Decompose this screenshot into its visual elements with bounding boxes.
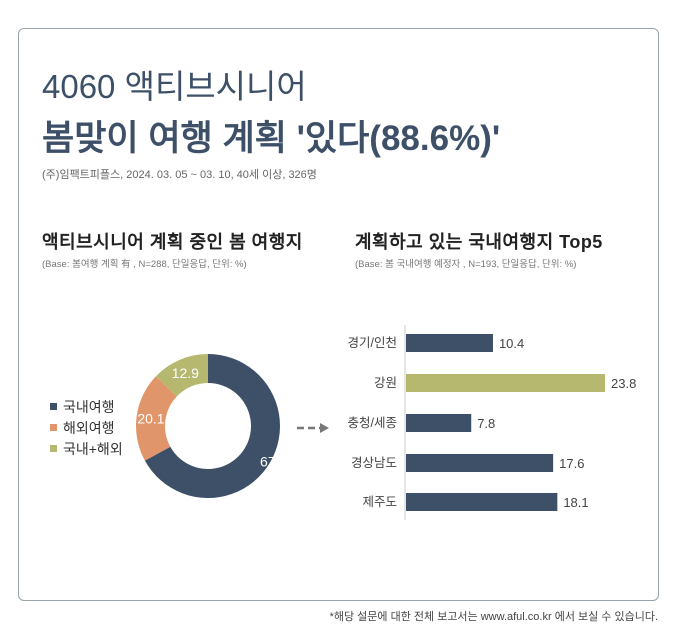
- donut-slice: [144, 354, 280, 498]
- card: [18, 28, 659, 601]
- donut-data-label: 20.1: [137, 411, 164, 427]
- legend-swatch: [50, 424, 57, 431]
- bar-category-label: 충청/세종: [348, 416, 397, 430]
- donut-chart: 67 20.1 12.9: [135, 354, 280, 498]
- legend: 국내여행 해외여행 국내+해외: [50, 396, 123, 459]
- footer-note: *해당 설문에 대한 전체 보고서는 www.aful.co.kr 에서 보실 …: [329, 611, 658, 623]
- bar: [406, 493, 558, 511]
- bar-category-label: 제주도: [362, 495, 397, 509]
- donut-subtitle: (Base: 봄여행 계획 有 , N=288, 단일응답, 단위: %): [42, 259, 247, 270]
- bar-data-label: 17.6: [559, 456, 584, 471]
- donut-slice: [135, 376, 177, 461]
- donut-title: 액티브시니어 계획 중인 봄 여행지: [42, 232, 303, 252]
- arrow-icon: [297, 423, 329, 433]
- bar-category-label: 강원: [374, 376, 397, 390]
- donut-data-label: 12.9: [172, 365, 199, 381]
- legend-swatch: [50, 403, 57, 410]
- bar: [406, 374, 605, 392]
- bar-data-label: 10.4: [499, 336, 524, 351]
- donut-slice: [155, 354, 208, 397]
- legend-swatch: [50, 445, 57, 452]
- title-line2: 봄맞이 여행 계획 '있다(88.6%)': [42, 119, 501, 158]
- bar-category-label: 경기/인천: [348, 335, 397, 350]
- title-line1: 4060 액티브시니어: [42, 68, 307, 105]
- legend-item: 해외여행: [50, 417, 123, 438]
- source-note: (주)임팩트피플스, 2024. 03. 05 ~ 03. 10, 40세 이상…: [42, 169, 317, 181]
- bar-title: 계획하고 있는 국내여행지 Top5: [355, 232, 603, 252]
- bar-data-label: 18.1: [563, 495, 588, 510]
- donut-data-label: 67: [260, 453, 276, 469]
- bar-data-label: 23.8: [611, 376, 636, 391]
- bar: [406, 454, 554, 472]
- legend-item: 국내여행: [50, 396, 123, 417]
- bar: [406, 334, 493, 352]
- bar-chart: 경기/인천 10.4 강원 23.8 충청/세종 7.8 경상남도 17.6 제주도 18.1: [348, 334, 636, 511]
- bar-subtitle: (Base: 봄 국내여행 예정자 , N=193, 단일응답, 단위: %): [355, 259, 577, 270]
- bar: [406, 414, 472, 432]
- bar-data-label: 7.8: [477, 416, 495, 431]
- legend-item: 국내+해외: [50, 438, 123, 459]
- bar-category-label: 경상남도: [351, 456, 397, 470]
